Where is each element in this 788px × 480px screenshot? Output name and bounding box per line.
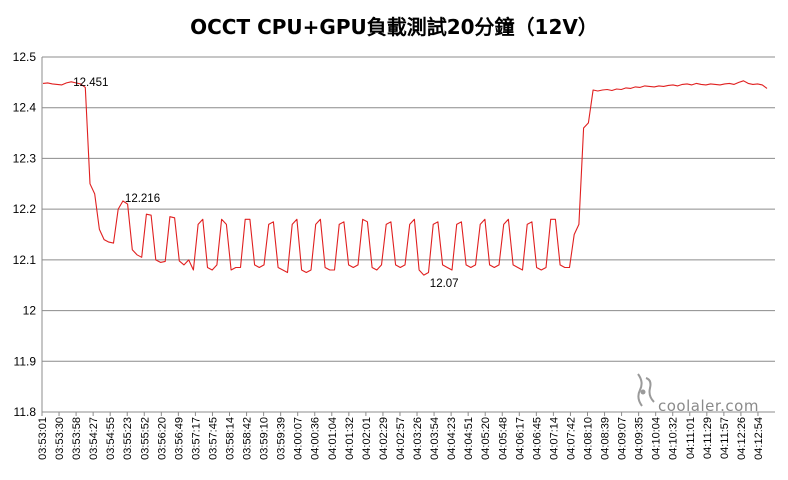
chart-title: OCCT CPU+GPU負載測試20分鐘（12V）: [190, 15, 598, 39]
x-tick-label: 04:02:29: [378, 417, 390, 460]
y-tick-label: 12.3: [13, 151, 37, 165]
x-tick-label: 04:00:07: [293, 417, 305, 460]
x-tick-label: 04:06:45: [531, 417, 543, 460]
y-tick-label: 12.4: [13, 101, 37, 115]
series-line-12v: [42, 80, 768, 276]
x-tick-label: 04:11:29: [702, 417, 714, 459]
y-tick-label: 11.8: [14, 405, 37, 419]
x-tick-label: 04:02:57: [395, 417, 407, 460]
x-tick-label: 04:05:48: [497, 417, 509, 460]
watermark-text: coolaler.com: [658, 397, 759, 415]
x-tick-label: 04:08:39: [600, 417, 612, 460]
data-label: 12.07: [430, 278, 459, 290]
x-axis: 03:53:01 03:53:30 03:53:58 03:54:27 03:54:55…: [37, 412, 765, 460]
x-tick-label: 04:02:01: [361, 417, 373, 460]
x-tick-label: 03:53:30: [54, 417, 66, 460]
x-tick-label: 03:53:01: [37, 417, 49, 460]
series-group: [42, 80, 768, 276]
x-tick-label: 04:08:10: [582, 417, 594, 460]
x-tick-label: 04:01:32: [344, 417, 356, 460]
x-tick-label: 04:01:04: [327, 417, 339, 460]
x-tick-label: 03:54:27: [88, 417, 100, 460]
x-tick-label: 03:56:20: [156, 417, 168, 460]
y-axis: 11.8 11.9 12 12.1 12.2 12.3 12.4 12.5: [13, 50, 43, 419]
x-tick-label: 04:10:04: [651, 417, 663, 460]
data-labels: 12.451 12.216 12.07: [73, 77, 458, 290]
y-tick-label: 12.2: [13, 202, 37, 216]
x-tick-label: 04:04:51: [463, 417, 475, 460]
x-tick-label: 03:55:52: [139, 417, 151, 460]
y-tick-label: 12: [23, 304, 37, 318]
x-tick-label: 04:09:07: [617, 417, 629, 460]
x-tick-label: 03:59:39: [276, 417, 288, 460]
x-tick-label: 03:53:58: [71, 417, 83, 460]
data-label: 12.451: [73, 77, 108, 89]
grid-lines: [42, 56, 775, 413]
y-tick-label: 12.5: [13, 50, 37, 64]
x-tick-label: 04:03:26: [412, 417, 424, 460]
x-tick-label: 04:00:36: [310, 417, 322, 460]
x-tick-label: 04:12:54: [753, 417, 765, 460]
x-tick-label: 04:09:35: [634, 417, 646, 460]
x-tick-label: 04:11:01: [685, 417, 697, 459]
x-tick-label: 04:10:32: [668, 417, 680, 460]
x-tick-label: 03:57:17: [190, 417, 202, 460]
y-tick-label: 11.9: [14, 354, 37, 368]
x-tick-label: 04:03:54: [429, 417, 441, 460]
x-tick-label: 03:55:23: [122, 417, 134, 460]
x-tick-label: 04:06:17: [514, 417, 526, 460]
x-tick-label: 03:56:49: [173, 417, 185, 460]
watermark: coolaler.com: [637, 373, 759, 415]
y-tick-label: 12.1: [13, 253, 37, 267]
x-tick-label: 03:54:55: [105, 417, 117, 460]
x-tick-label: 04:05:20: [480, 417, 492, 460]
x-tick-label: 03:58:42: [242, 417, 254, 460]
x-tick-label: 03:57:45: [207, 417, 219, 460]
x-tick-label: 03:59:10: [259, 417, 271, 460]
x-tick-label: 04:12:26: [736, 417, 748, 460]
x-tick-label: 04:07:14: [548, 417, 560, 460]
watermark-logo: [637, 373, 655, 407]
x-tick-label: 04:11:57: [719, 417, 731, 459]
data-label: 12.216: [125, 193, 160, 205]
x-tick-label: 04:04:23: [446, 417, 458, 460]
x-tick-label: 04:07:42: [565, 417, 577, 460]
x-tick-label: 03:58:14: [225, 417, 237, 460]
